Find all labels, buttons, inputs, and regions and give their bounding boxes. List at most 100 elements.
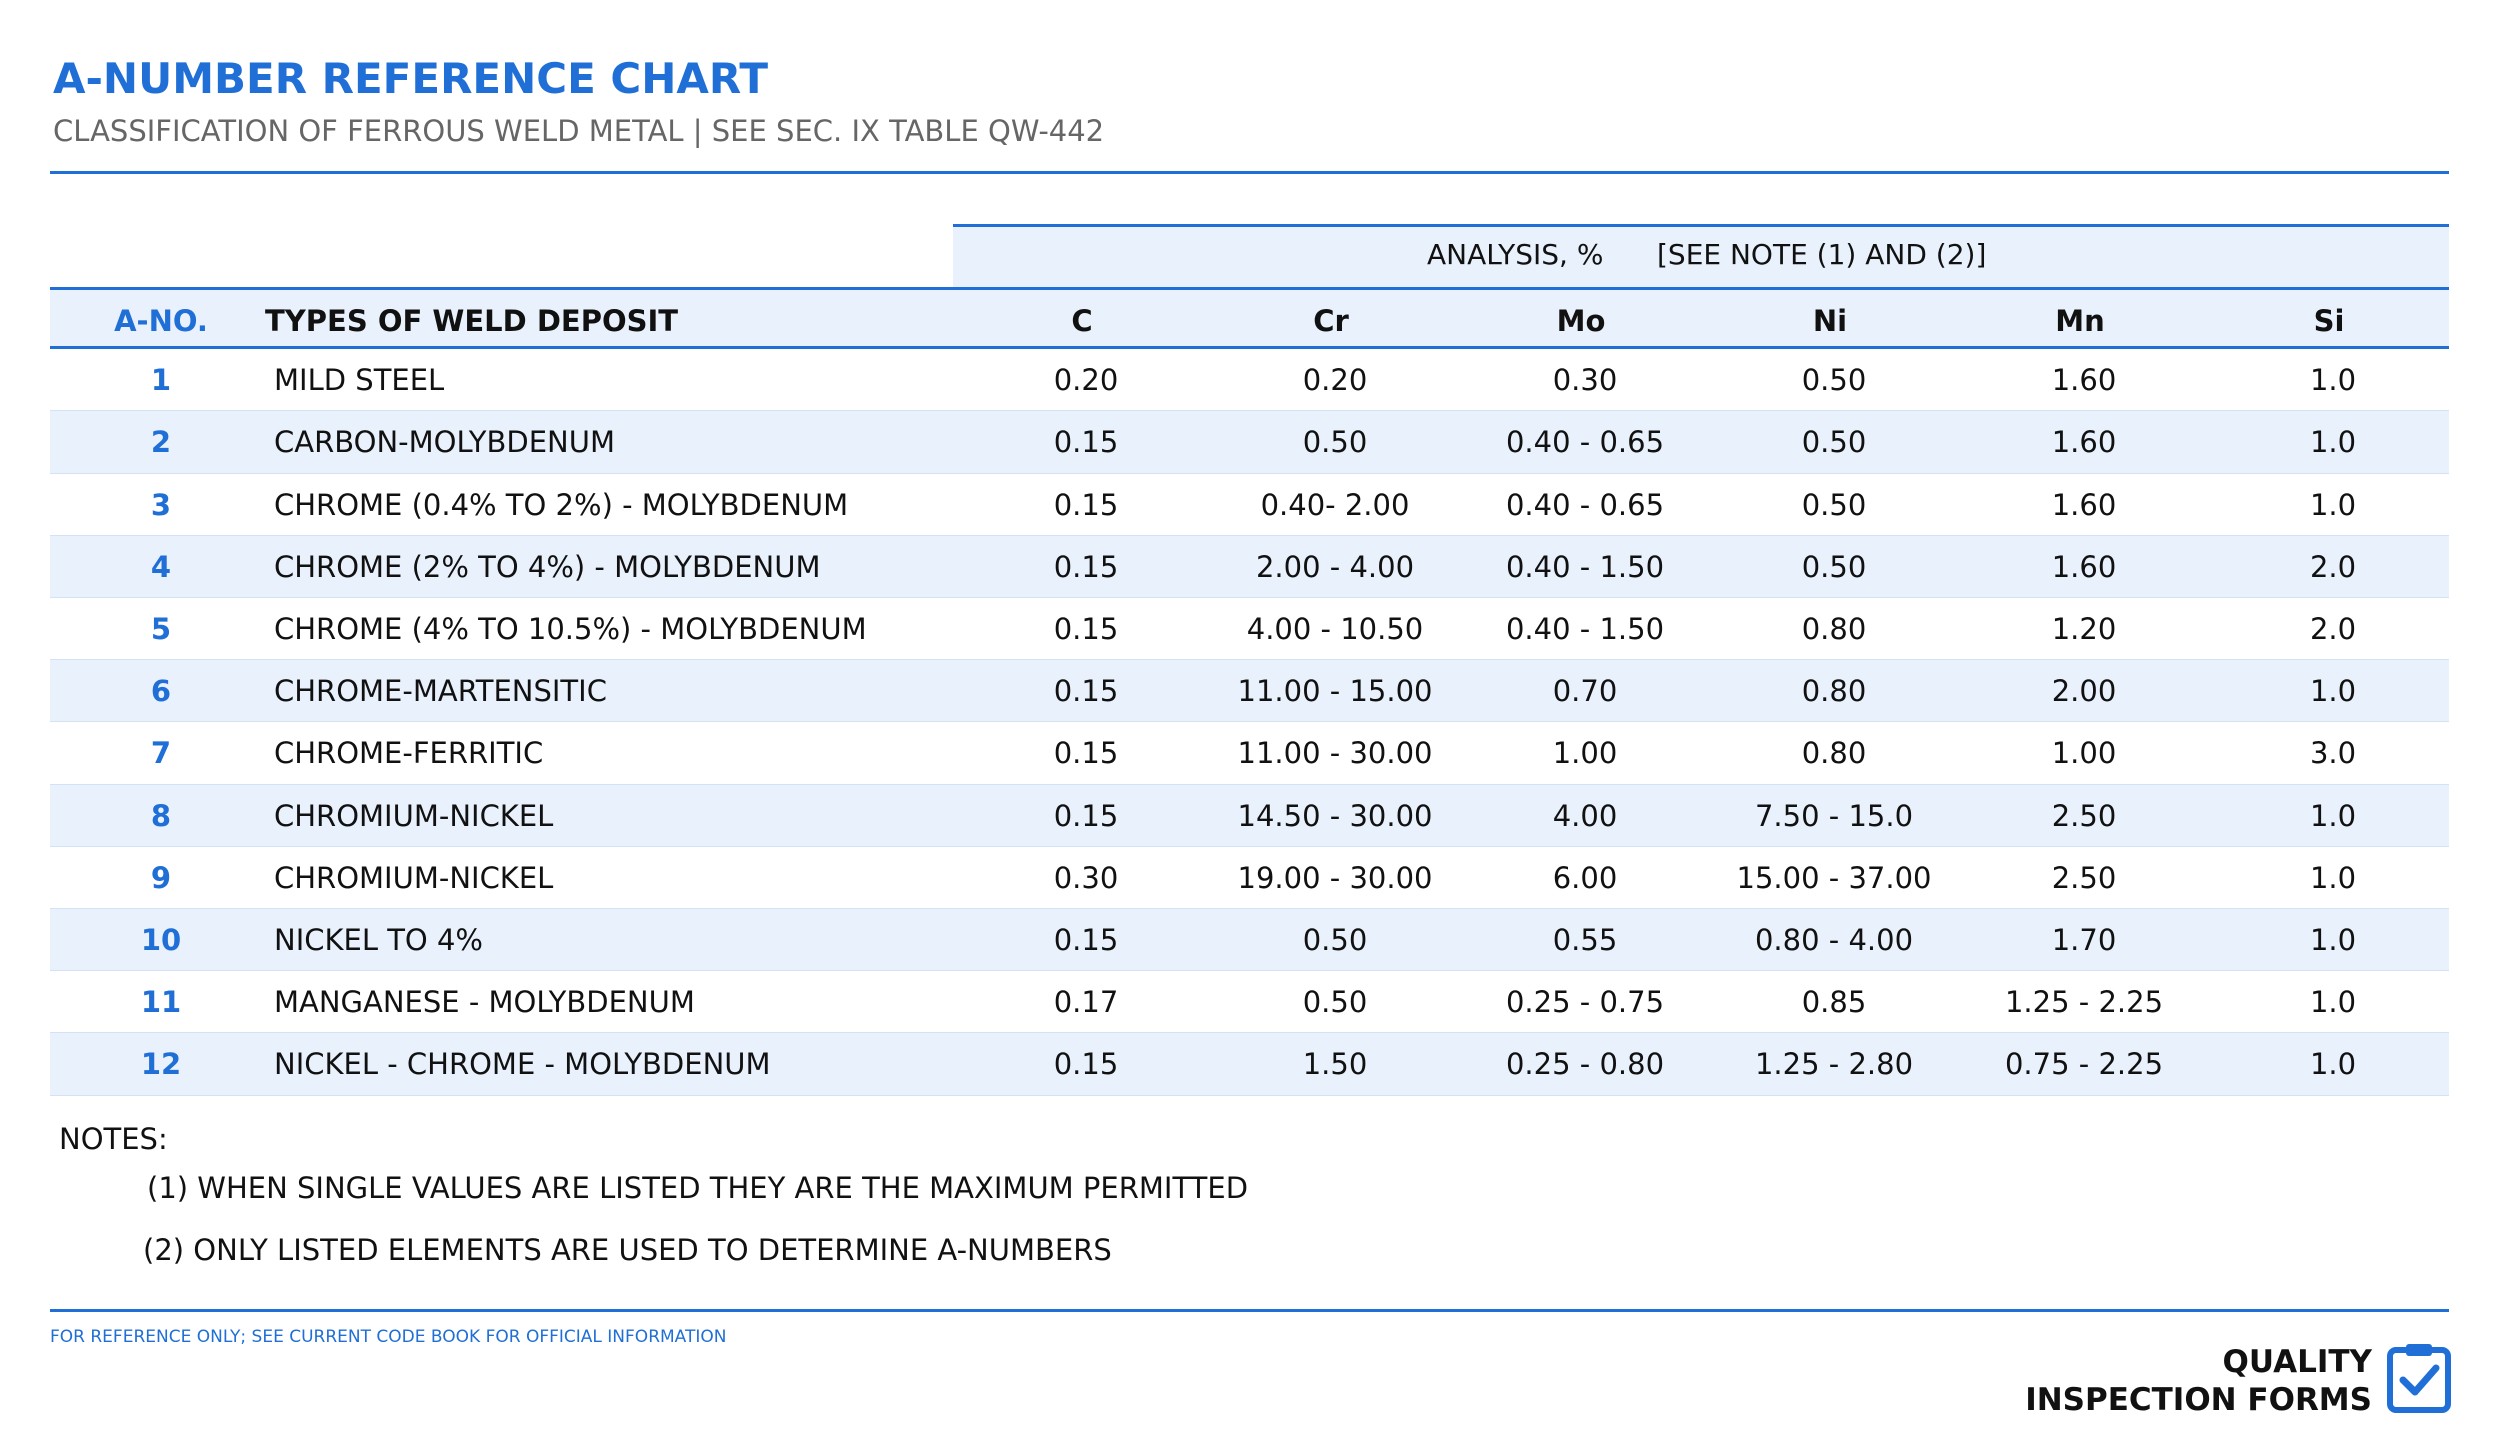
group-header: ANALYSIS, % [1427, 238, 1604, 271]
table-cell: MILD STEEL [274, 363, 445, 398]
table-row: 5 CHROME (4% TO 10.5%) - MOLYBDENUM 0.15 4.… [50, 598, 2449, 661]
table-cell: 1.60 [2051, 549, 2117, 584]
a-number: 1 [150, 363, 172, 398]
table-cell: 0.50 [1801, 363, 1867, 398]
table-cell: 0.15 [1053, 612, 1119, 646]
table-cell: 0.80 [1801, 674, 1867, 709]
table-cell: 1.20 [2051, 612, 2117, 646]
table-cell: 0.50 [1302, 985, 1368, 1020]
divider [50, 1309, 2449, 1312]
table-cell: 11.00 - 15.00 [1237, 674, 1433, 709]
table-cell: 1.0 [2309, 1047, 2357, 1082]
table-cell: CHROMIUM-NICKEL [274, 860, 554, 895]
table-cell: 1.25 - 2.80 [1754, 1047, 1914, 1082]
table-cell: 1.0 [2309, 860, 2357, 895]
table-cell: 15.00 - 37.00 [1736, 860, 1932, 895]
note: (1) WHEN SINGLE VALUES ARE LISTED THEY A… [147, 1171, 1249, 1205]
a-number: 11 [140, 985, 182, 1020]
table-cell: 2.00 - 4.00 [1255, 549, 1415, 584]
note: (2) ONLY LISTED ELEMENTS ARE USED TO DET… [143, 1233, 1112, 1267]
table-cell: CHROME (4% TO 10.5%) - MOLYBDENUM [274, 612, 867, 646]
table-row: 4 CHROME (2% TO 4%) - MOLYBDENUM 0.15 2.00 … [50, 535, 2449, 598]
table-cell: 2.50 [2051, 860, 2117, 895]
header-row: A-NO. TYPES OF WELD DEPOSIT C Cr Mo Ni Mn Si [50, 287, 2449, 350]
table-cell: 0.80 - 4.00 [1754, 923, 1914, 957]
table-cell: 0.25 - 0.75 [1505, 985, 1665, 1020]
table-cell: 0.15 [1053, 549, 1119, 584]
table-row: 6 CHROME-MARTENSITIC 0.15 11.00 - 15.00 0.70… [50, 660, 2449, 723]
table-row: 9 CHROMIUM-NICKEL 0.30 19.00 - 30.00 6.00 15.… [50, 847, 2449, 909]
table-cell: 11.00 - 30.00 [1237, 736, 1433, 771]
table-cell: 0.50 [1302, 425, 1368, 460]
a-number: 12 [140, 1047, 182, 1082]
table-cell: CHROMIUM-NICKEL [274, 798, 554, 833]
table-cell: 0.15 [1053, 425, 1119, 460]
table-cell: 0.50 [1801, 549, 1867, 584]
table-cell: 19.00 - 30.00 [1237, 860, 1433, 895]
column-header: Cr [1313, 304, 1349, 338]
table-cell: 0.50 [1801, 487, 1867, 522]
table-cell: 1.0 [2309, 798, 2357, 833]
table-cell: 7.50 - 15.0 [1754, 798, 1914, 833]
table-cell: 0.50 [1801, 425, 1867, 460]
table-cell: 0.40- 2.00 [1260, 487, 1410, 522]
a-number: 9 [150, 860, 172, 895]
table-cell: 0.40 - 1.50 [1505, 549, 1665, 584]
disclaimer: FOR REFERENCE ONLY; SEE CURRENT CODE BOO… [50, 1327, 727, 1347]
table-cell: 0.85 [1801, 985, 1867, 1020]
table-cell: 0.40 - 0.65 [1505, 487, 1665, 522]
subtitle: CLASSIFICATION OF FERROUS WELD METAL | S… [53, 114, 1105, 148]
table-row: 3 CHROME (0.4% TO 2%) - MOLYBDENUM 0.15 0.4… [50, 474, 2449, 536]
a-number: 6 [150, 674, 172, 709]
table-cell: 1.25 - 2.25 [2004, 985, 2164, 1020]
table-cell: 1.0 [2309, 985, 2357, 1020]
table-row: 7 CHROME-FERRITIC 0.15 11.00 - 30.00 1.00 0.8… [50, 722, 2449, 785]
table-cell: 1.50 [1302, 1047, 1368, 1082]
notes-title: NOTES: [59, 1122, 168, 1156]
a-number: 8 [150, 798, 172, 833]
table-cell: 0.15 [1053, 798, 1119, 833]
brand-icon [2387, 1344, 2451, 1413]
table-cell: 4.00 - 10.50 [1246, 612, 1424, 646]
table-cell: 2.00 [2051, 674, 2117, 709]
table-cell: CARBON-MOLYBDENUM [274, 425, 615, 460]
brand-line: QUALITY [2222, 1344, 2372, 1380]
table-cell: MANGANESE - MOLYBDENUM [274, 985, 695, 1020]
column-header: Mn [2055, 304, 2105, 338]
a-number: 5 [150, 612, 172, 646]
table-cell: 0.30 [1053, 860, 1119, 895]
table-cell: 4.00 [1552, 798, 1618, 833]
column-header: Ni [1812, 304, 1848, 338]
table-cell: 2.0 [2309, 612, 2357, 646]
table-cell: CHROME-FERRITIC [274, 736, 544, 771]
table-cell: 1.00 [1552, 736, 1618, 771]
table-cell: 0.15 [1053, 674, 1119, 709]
table-cell: 0.80 [1801, 612, 1867, 646]
brand-line: INSPECTION FORMS [2025, 1382, 2372, 1418]
column-header: A-NO. [114, 304, 208, 338]
table-cell: 0.20 [1053, 363, 1119, 398]
a-number: 2 [150, 425, 172, 460]
table-cell: 2.50 [2051, 798, 2117, 833]
table-row: 11 MANGANESE - MOLYBDENUM 0.17 0.50 0.25 - 0… [50, 971, 2449, 1034]
table-cell: 1.0 [2309, 674, 2357, 709]
table-cell: 0.50 [1302, 923, 1368, 957]
divider [50, 171, 2449, 174]
table-cell: 3.0 [2309, 736, 2357, 771]
table-cell: CHROME (0.4% TO 2%) - MOLYBDENUM [274, 487, 849, 522]
table-cell: 0.20 [1302, 363, 1368, 398]
table-cell: 1.60 [2051, 425, 2117, 460]
group-header-band [953, 224, 2449, 287]
table-cell: 0.15 [1053, 1047, 1119, 1082]
table-cell: 6.00 [1552, 860, 1618, 895]
table-cell: 1.60 [2051, 487, 2117, 522]
table-cell: 1.0 [2309, 425, 2357, 460]
table-row: 1 MILD STEEL 0.20 0.20 0.30 0.50 1.60 1.0 [50, 349, 2449, 412]
table-cell: 1.70 [2051, 923, 2117, 957]
a-number: 4 [150, 549, 172, 584]
table-cell: 0.25 - 0.80 [1505, 1047, 1665, 1082]
table-cell: 14.50 - 30.00 [1237, 798, 1433, 833]
table-cell: 0.75 - 2.25 [2004, 1047, 2164, 1082]
table-cell: 0.40 - 1.50 [1505, 612, 1665, 646]
